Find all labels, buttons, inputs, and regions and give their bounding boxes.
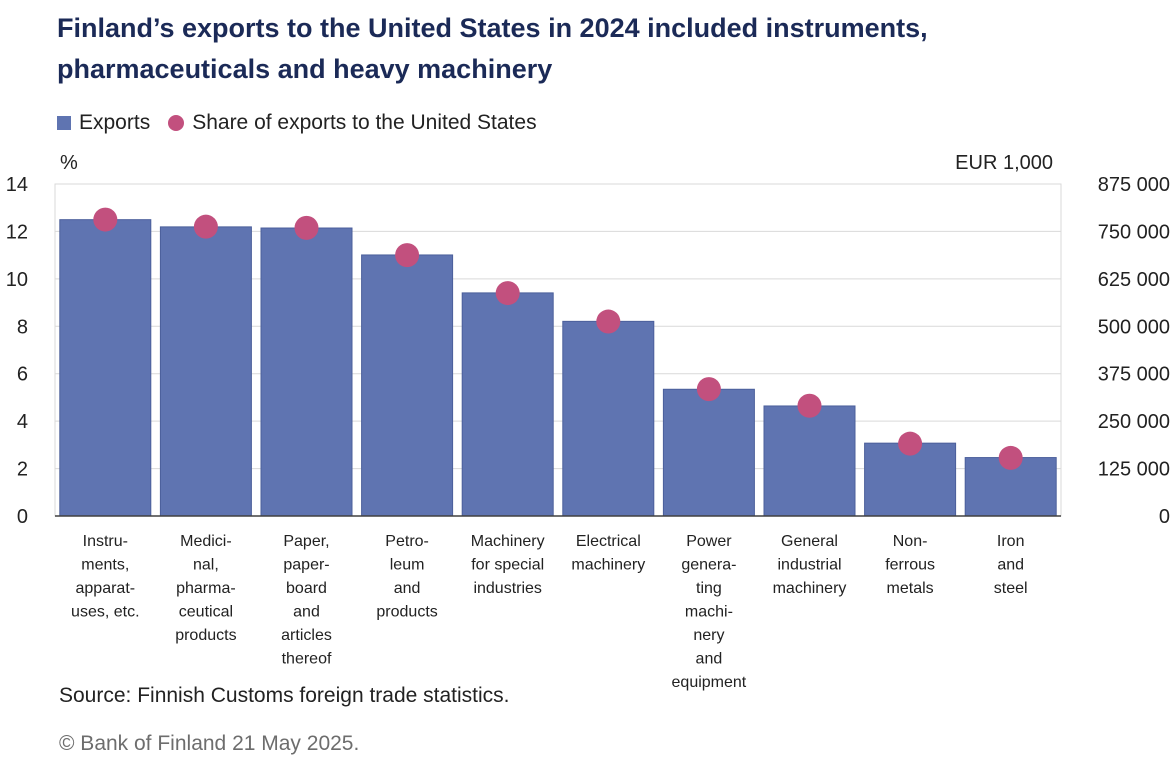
left-axis-unit: % (60, 152, 78, 174)
left-tick-label: 8 (17, 316, 28, 338)
bar-exports (59, 219, 152, 517)
bar-exports (361, 254, 454, 517)
right-tick-label: 750 000 (1098, 221, 1170, 243)
left-tick-label: 10 (6, 269, 28, 291)
legend-label-share: Share of exports to the United States (192, 111, 537, 134)
dot-share (395, 243, 420, 268)
bar-exports (562, 320, 655, 517)
dot-share (495, 281, 520, 306)
copyright-note: © Bank of Finland 21 May 2025. (59, 732, 360, 755)
bar-exports (461, 292, 554, 517)
legend: Exports Share of exports to the United S… (57, 108, 555, 138)
chart-title: Finland’s exports to the United States i… (57, 13, 928, 84)
left-tick-label: 4 (17, 411, 28, 433)
left-tick-label: 0 (17, 506, 28, 528)
left-tick-label: 6 (17, 364, 28, 386)
bar-exports (159, 226, 252, 517)
category-label: Paper, paper-board and articles thereof (281, 533, 332, 668)
legend-swatch-share (168, 115, 185, 131)
right-tick-label: 625 000 (1098, 269, 1170, 291)
right-tick-label: 250 000 (1098, 411, 1170, 433)
legend-label-exports: Exports (79, 111, 151, 134)
dot-share (797, 393, 822, 418)
right-tick-label: 500 000 (1098, 316, 1170, 338)
dot-share (294, 215, 319, 240)
dot-share (93, 207, 118, 232)
category-label: Power genera-ting machi-nery and equipment (672, 533, 747, 691)
dot-share (596, 309, 621, 334)
dot-share (998, 445, 1023, 470)
legend-item-share: Share of exports to the United States (168, 111, 537, 135)
legend-item-exports: Exports (57, 111, 150, 135)
right-axis-unit: EUR 1,000 (955, 152, 1053, 174)
left-tick-label: 14 (6, 174, 28, 196)
source-note: Source: Finnish Customs foreign trade st… (59, 684, 510, 707)
left-tick-label: 2 (17, 459, 28, 481)
category-label: Electrical machinery (571, 533, 645, 574)
left-tick-label: 12 (6, 221, 28, 243)
right-tick-label: 125 000 (1098, 459, 1170, 481)
dot-share (193, 214, 218, 239)
right-tick-label: 375 000 (1098, 364, 1170, 386)
category-label: Medici-nal, pharma-ceutical products (175, 533, 236, 644)
dot-share (898, 431, 923, 456)
category-label: Petro-leum and products (376, 533, 437, 621)
right-tick-label: 875 000 (1098, 174, 1170, 196)
bar-exports (260, 227, 353, 517)
legend-swatch-exports (57, 116, 71, 130)
right-tick-label: 0 (1159, 506, 1170, 528)
dot-share (696, 377, 721, 402)
bar-exports (662, 388, 755, 517)
category-label: Iron and steel (994, 533, 1028, 597)
category-label: Machinery for special industries (471, 533, 545, 597)
bar-exports (763, 405, 856, 517)
category-label: Instru-ments, apparat-uses, etc. (71, 533, 139, 621)
category-label: Non-ferrous metals (885, 533, 935, 597)
category-label: General industrial machinery (773, 533, 847, 597)
